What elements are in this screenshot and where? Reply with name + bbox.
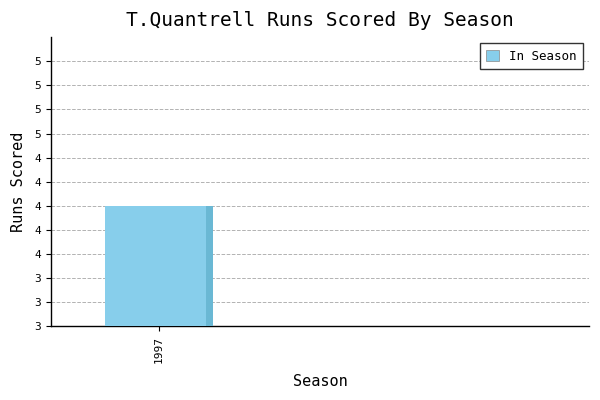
Bar — [105, 206, 212, 326]
X-axis label: Season: Season — [293, 374, 347, 389]
Legend: In Season: In Season — [480, 44, 583, 69]
Bar — [206, 206, 213, 326]
Title: T.Quantrell Runs Scored By Season: T.Quantrell Runs Scored By Season — [126, 11, 514, 30]
Y-axis label: Runs Scored: Runs Scored — [11, 132, 26, 232]
